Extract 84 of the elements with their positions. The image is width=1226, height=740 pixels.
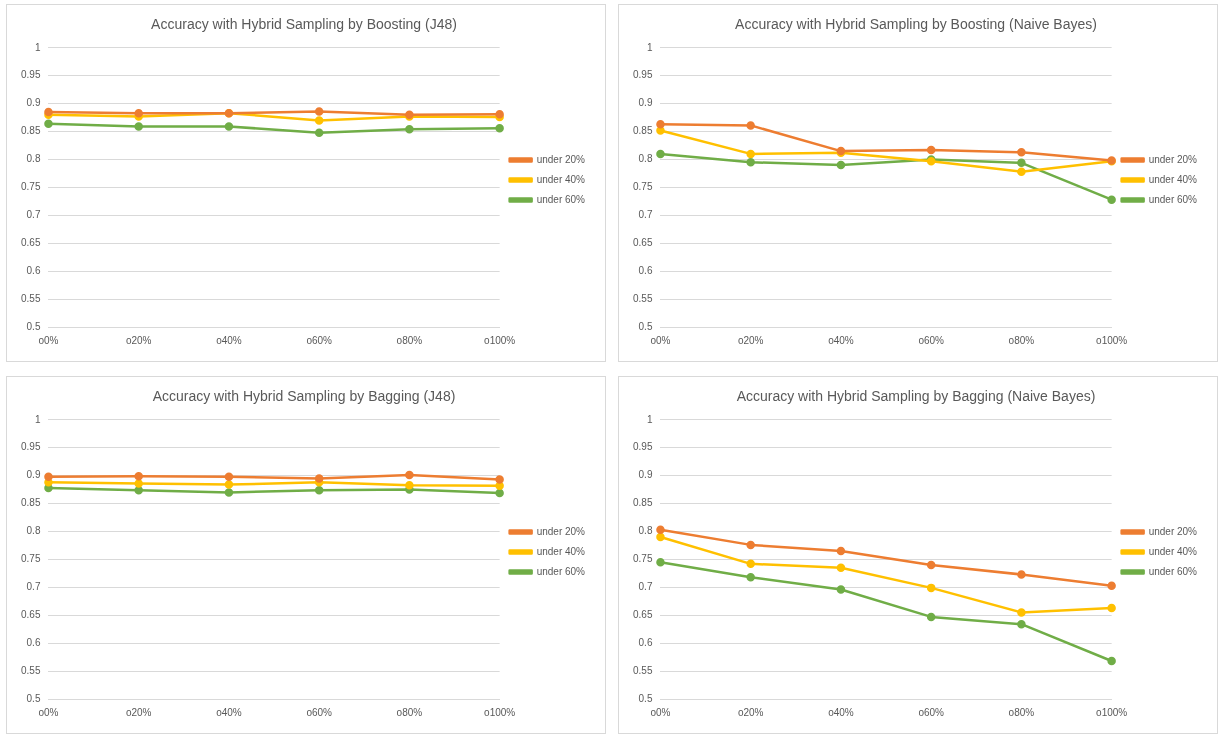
legend-label: under 20% <box>1148 525 1198 537</box>
y-tick-label: 0.65 <box>632 608 653 620</box>
chart-title: Accuracy with Hybrid Sampling by Bagging (Naive Bayes) <box>736 388 1096 405</box>
x-tick-label: o0% <box>38 334 59 346</box>
y-tick-label: 0.5 <box>26 320 41 332</box>
x-tick-label: o100% <box>484 706 516 718</box>
y-tick-label: 0.85 <box>632 497 653 509</box>
y-tick-label: 0.55 <box>20 664 41 676</box>
y-tick-label: 0.85 <box>20 497 41 509</box>
legend-label: under 40% <box>536 173 586 185</box>
y-tick-label: 0.9 <box>26 469 41 481</box>
y-tick-label: 0.8 <box>638 525 653 537</box>
x-tick-label: o40% <box>828 334 854 346</box>
y-tick-label: 0.7 <box>26 209 41 221</box>
x-tick-label: o80% <box>396 334 423 346</box>
y-tick-label: 0.7 <box>26 581 41 593</box>
y-tick-label: 0.9 <box>26 97 41 109</box>
y-tick-label: 0.6 <box>26 264 41 276</box>
y-tick-label: 0.8 <box>26 153 41 165</box>
y-tick-label: 1 <box>34 413 41 425</box>
y-tick-label: 0.95 <box>632 69 653 81</box>
x-tick-label: o60% <box>918 706 945 718</box>
y-tick-label: 1 <box>646 413 653 425</box>
y-tick-label: 0.65 <box>20 236 41 248</box>
x-tick-label: o40% <box>216 334 242 346</box>
y-tick-label: 0.55 <box>632 292 653 304</box>
y-tick-label: 0.8 <box>638 153 653 165</box>
y-tick-label: 0.95 <box>20 441 41 453</box>
y-tick-label: 0.6 <box>638 264 653 276</box>
y-tick-label: 0.75 <box>632 181 653 193</box>
y-tick-label: 0.85 <box>20 125 41 137</box>
y-tick-label: 0.5 <box>638 692 653 704</box>
y-tick-label: 0.7 <box>638 581 653 593</box>
legend-label: under 40% <box>1148 173 1198 185</box>
chart-title: Accuracy with Hybrid Sampling by Boosting (Naive Bayes) <box>735 16 1097 33</box>
y-tick-label: 0.75 <box>20 181 41 193</box>
x-tick-label: o100% <box>1096 706 1128 718</box>
legend-label: under 40% <box>1148 545 1198 557</box>
chart-title: Accuracy with Hybrid Sampling by Boosting (J48) <box>151 16 457 33</box>
y-tick-label: 0.95 <box>632 441 653 453</box>
y-tick-label: 0.8 <box>26 525 41 537</box>
y-tick-label: 0.95 <box>20 69 41 81</box>
y-tick-label: 0.65 <box>20 608 41 620</box>
x-tick-label: o0% <box>38 706 59 718</box>
y-tick-label: 0.9 <box>638 469 653 481</box>
y-tick-label: 1 <box>646 41 653 53</box>
x-tick-label: o100% <box>484 334 516 346</box>
x-tick-label: o80% <box>1008 334 1035 346</box>
y-tick-label: 0.5 <box>26 692 41 704</box>
y-tick-label: 0.55 <box>20 292 41 304</box>
legend-label: under 60% <box>536 565 586 577</box>
y-tick-label: 0.9 <box>638 97 653 109</box>
legend-label: under 20% <box>536 525 586 537</box>
legend-label: under 20% <box>1148 153 1198 165</box>
x-tick-label: o0% <box>650 334 671 346</box>
x-tick-label: o60% <box>918 334 945 346</box>
x-tick-label: o40% <box>216 706 242 718</box>
chart-title: Accuracy with Hybrid Sampling by Bagging (J48) <box>152 388 456 405</box>
x-tick-label: o20% <box>125 706 152 718</box>
x-tick-label: o100% <box>1096 334 1128 346</box>
y-tick-label: 1 <box>34 41 41 53</box>
x-tick-label: o20% <box>125 334 152 346</box>
legend-label: under 40% <box>536 545 586 557</box>
x-tick-label: o60% <box>306 706 333 718</box>
y-tick-label: 0.75 <box>632 553 653 565</box>
y-tick-label: 0.5 <box>638 320 653 332</box>
y-tick-label: 0.55 <box>632 664 653 676</box>
y-tick-label: 0.85 <box>632 125 653 137</box>
x-tick-label: o40% <box>828 706 854 718</box>
y-tick-label: 0.6 <box>638 636 653 648</box>
legend-label: under 60% <box>1148 565 1198 577</box>
legend-label: under 60% <box>536 193 586 205</box>
y-tick-label: 0.6 <box>26 636 41 648</box>
y-tick-label: 0.65 <box>632 236 653 248</box>
x-tick-label: o20% <box>737 706 764 718</box>
x-tick-label: o80% <box>1008 706 1035 718</box>
x-tick-label: o80% <box>396 706 423 718</box>
legend-label: under 60% <box>1148 193 1198 205</box>
y-tick-label: 0.75 <box>20 553 41 565</box>
x-tick-label: o0% <box>650 706 671 718</box>
y-tick-label: 0.7 <box>638 209 653 221</box>
x-tick-label: o20% <box>737 334 764 346</box>
legend-label: under 20% <box>536 153 586 165</box>
x-tick-label: o60% <box>306 334 333 346</box>
